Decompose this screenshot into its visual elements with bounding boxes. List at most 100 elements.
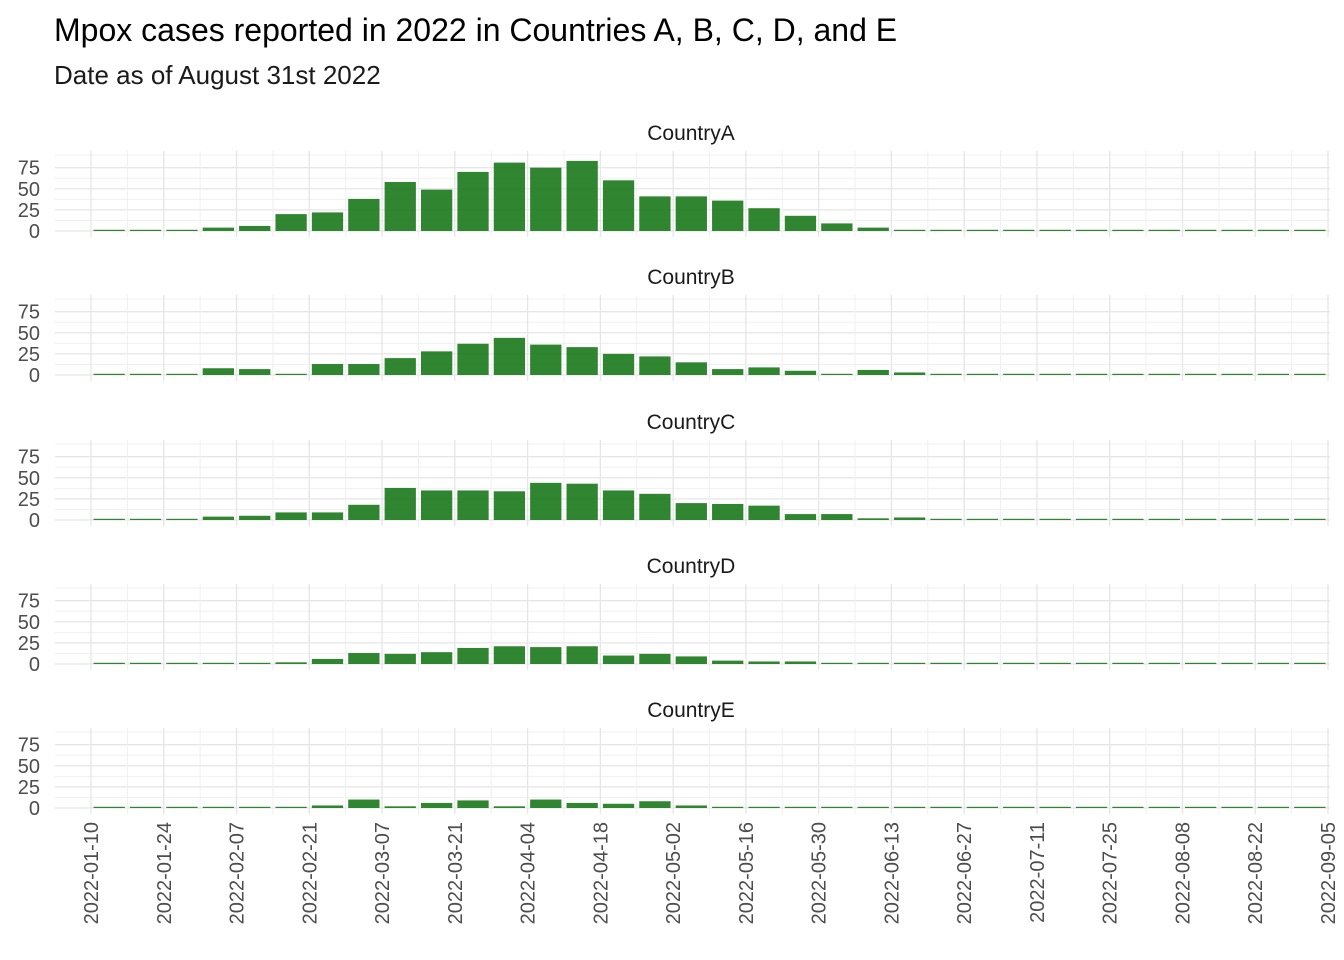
- y-tick-label: 0: [29, 365, 40, 387]
- bar: [857, 227, 889, 231]
- bar: [1294, 662, 1326, 664]
- bar: [1112, 518, 1144, 520]
- bar: [602, 655, 635, 664]
- panel-title: CountryA: [647, 122, 735, 145]
- bar: [1185, 662, 1217, 664]
- bar: [893, 372, 926, 375]
- bar: [239, 662, 271, 664]
- bar: [821, 373, 853, 375]
- bar: [1257, 662, 1290, 664]
- bar: [493, 491, 526, 520]
- y-tick-label: 0: [29, 654, 40, 676]
- bar: [857, 518, 889, 520]
- bar: [1185, 806, 1217, 808]
- bar: [1039, 229, 1071, 231]
- bar: [821, 662, 853, 664]
- bar: [493, 162, 526, 231]
- bar: [1257, 373, 1290, 375]
- bar: [348, 799, 380, 808]
- x-tick-label: 2022-04-04: [518, 822, 540, 924]
- panel-title: CountryE: [647, 699, 735, 722]
- x-tick-label: 2022-08-08: [1172, 822, 1194, 924]
- bar: [530, 344, 562, 375]
- bar: [166, 806, 198, 808]
- bar: [1039, 662, 1071, 664]
- bar: [1294, 806, 1326, 808]
- bar: [311, 805, 344, 808]
- bar: [239, 369, 271, 375]
- bar: [166, 518, 198, 520]
- bar: [493, 646, 526, 664]
- bar: [1112, 229, 1144, 231]
- bar: [311, 512, 344, 520]
- bar: [1148, 662, 1180, 664]
- bar: [384, 358, 416, 375]
- bar: [530, 647, 562, 664]
- bar: [966, 373, 999, 375]
- bar: [857, 369, 889, 375]
- bar: [1257, 806, 1290, 808]
- bar: [1148, 229, 1180, 231]
- bar: [1221, 373, 1253, 375]
- bar: [1221, 518, 1253, 520]
- bar: [530, 482, 562, 520]
- x-tick-label: 2022-08-22: [1245, 822, 1267, 924]
- bar: [712, 660, 744, 664]
- bar: [675, 196, 707, 231]
- bar: [493, 806, 526, 808]
- bar: [821, 806, 853, 808]
- bar: [712, 200, 744, 231]
- bar: [893, 517, 926, 520]
- bar: [893, 662, 926, 664]
- panel-title: CountryB: [647, 266, 735, 289]
- bar: [93, 662, 125, 664]
- bar: [275, 512, 307, 520]
- bar: [1221, 806, 1253, 808]
- bar: [275, 214, 307, 231]
- y-tick-label: 75: [18, 302, 40, 324]
- bar: [893, 229, 926, 231]
- bar: [275, 806, 307, 808]
- bar: [129, 662, 162, 664]
- bar: [1185, 229, 1217, 231]
- bar: [348, 653, 380, 664]
- bar: [639, 196, 671, 231]
- bar: [748, 661, 780, 664]
- bar: [348, 364, 380, 375]
- bar: [202, 662, 234, 664]
- bar: [566, 160, 598, 231]
- bar: [675, 656, 707, 664]
- panel-title: CountryD: [647, 555, 736, 578]
- bar: [930, 806, 962, 808]
- bar: [675, 503, 707, 520]
- x-tick-label: 2022-07-11: [1027, 822, 1049, 923]
- bar: [566, 802, 598, 808]
- bar: [784, 514, 817, 520]
- x-tick-label: 2022-06-13: [881, 822, 903, 924]
- x-tick-label: 2022-09-05: [1318, 822, 1340, 924]
- bar: [1075, 373, 1108, 375]
- bar: [639, 653, 671, 664]
- bar: [566, 646, 598, 664]
- bar: [275, 373, 307, 375]
- bar: [675, 805, 707, 808]
- y-tick-label: 0: [29, 798, 40, 820]
- bar: [1039, 373, 1071, 375]
- y-tick-label: 25: [18, 200, 40, 222]
- y-tick-label: 50: [18, 756, 40, 778]
- bar: [493, 337, 526, 375]
- bar: [311, 212, 344, 231]
- bar: [239, 225, 271, 231]
- bar: [457, 800, 489, 808]
- bar: [566, 347, 598, 375]
- bar: [712, 806, 744, 808]
- y-tick-label: 75: [18, 735, 40, 757]
- bar: [202, 516, 234, 520]
- bar: [857, 662, 889, 664]
- bar: [566, 483, 598, 520]
- bar: [1148, 373, 1180, 375]
- bar: [239, 515, 271, 520]
- bar: [930, 229, 962, 231]
